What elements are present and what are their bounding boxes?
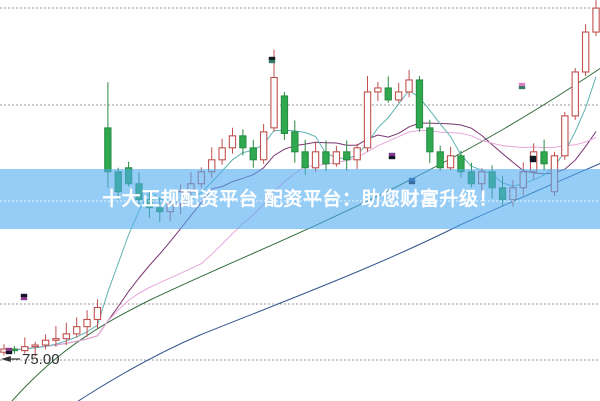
svg-text:75.00: 75.00 <box>22 351 60 368</box>
